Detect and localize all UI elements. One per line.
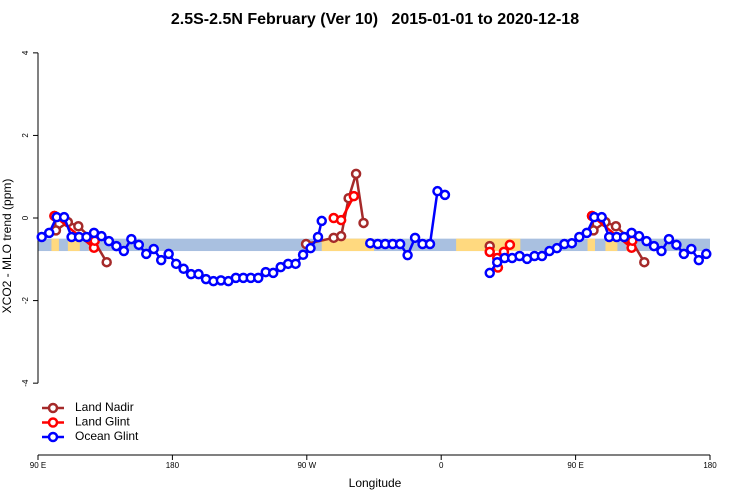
data-point — [648, 240, 660, 252]
chart-title: 2.5S-2.5N February (Ver 10) 2015-01-01 t… — [171, 11, 579, 28]
data-point — [335, 214, 347, 226]
data-point — [290, 258, 301, 270]
data-point — [163, 248, 174, 260]
data-point — [633, 230, 645, 242]
x-axis-label: Longitude — [349, 476, 402, 490]
data-point — [484, 267, 495, 279]
data-point — [253, 272, 264, 284]
data-point — [551, 242, 563, 254]
data-point — [73, 221, 84, 232]
data-point — [358, 217, 369, 229]
legend-label: Land Nadir — [75, 400, 134, 414]
land-segment — [67, 238, 80, 252]
data-point — [409, 232, 421, 244]
data-point — [58, 211, 70, 223]
data-point — [297, 249, 309, 261]
x-tick-label: 90 E — [30, 461, 46, 470]
data-point — [639, 256, 650, 268]
x-tick-label: 90 W — [297, 461, 316, 470]
data-point — [312, 231, 324, 243]
data-point — [348, 190, 360, 202]
x-tick-label: 180 — [703, 461, 717, 470]
x-tick-label: 180 — [166, 461, 180, 470]
data-point — [316, 215, 327, 227]
data-point — [678, 248, 690, 260]
data-point — [350, 168, 362, 180]
data-point — [111, 240, 122, 252]
data-point — [596, 211, 607, 223]
x-tick-label: 90 E — [567, 461, 583, 470]
x-tick-label: 0 — [439, 461, 444, 470]
land-segment — [605, 238, 618, 252]
data-point — [103, 235, 115, 247]
data-point — [155, 254, 167, 266]
data-point — [536, 250, 548, 262]
legend-label: Ocean Glint — [75, 429, 139, 443]
data-point — [641, 235, 652, 247]
data-point — [148, 243, 159, 255]
data-point — [693, 254, 705, 266]
data-point — [402, 249, 413, 261]
data-point — [118, 245, 130, 257]
data-point — [193, 268, 204, 280]
data-point — [96, 230, 107, 242]
data-point — [574, 231, 585, 243]
data-point — [36, 231, 47, 243]
y-tick-label: -2 — [21, 296, 30, 304]
legend-marker — [47, 402, 59, 414]
data-point — [484, 246, 495, 258]
data-point — [178, 263, 189, 275]
data-point — [491, 256, 503, 268]
data-point — [663, 233, 675, 245]
data-point — [566, 237, 578, 249]
data-point — [126, 233, 137, 245]
data-point — [439, 189, 451, 201]
data-point — [656, 245, 667, 257]
data-point — [701, 248, 712, 260]
y-tick-label: 4 — [21, 50, 30, 55]
y-tick-label: 2 — [21, 133, 30, 138]
data-point — [170, 258, 182, 270]
y-axis-label: XCO2 - MLO trend (ppm) — [0, 179, 14, 314]
data-point — [394, 238, 406, 250]
data-point — [671, 239, 682, 251]
data-point — [101, 256, 112, 268]
data-point — [610, 221, 622, 232]
land-segment — [587, 238, 596, 252]
legend-marker — [47, 417, 59, 428]
data-point — [504, 239, 516, 251]
legend-marker — [47, 431, 59, 443]
data-point — [133, 239, 145, 251]
land-segment — [51, 238, 59, 252]
data-point — [43, 227, 55, 239]
data-point — [424, 238, 436, 250]
data-point — [618, 231, 630, 243]
data-point — [686, 243, 697, 255]
data-point — [305, 242, 316, 254]
data-point — [581, 227, 593, 239]
data-point — [81, 231, 92, 243]
y-tick-label: -4 — [21, 379, 30, 387]
data-point — [335, 230, 347, 242]
data-point — [141, 248, 152, 260]
data-point — [267, 267, 279, 279]
y-tick-label: 0 — [21, 215, 30, 220]
legend-label: Land Glint — [75, 415, 130, 429]
